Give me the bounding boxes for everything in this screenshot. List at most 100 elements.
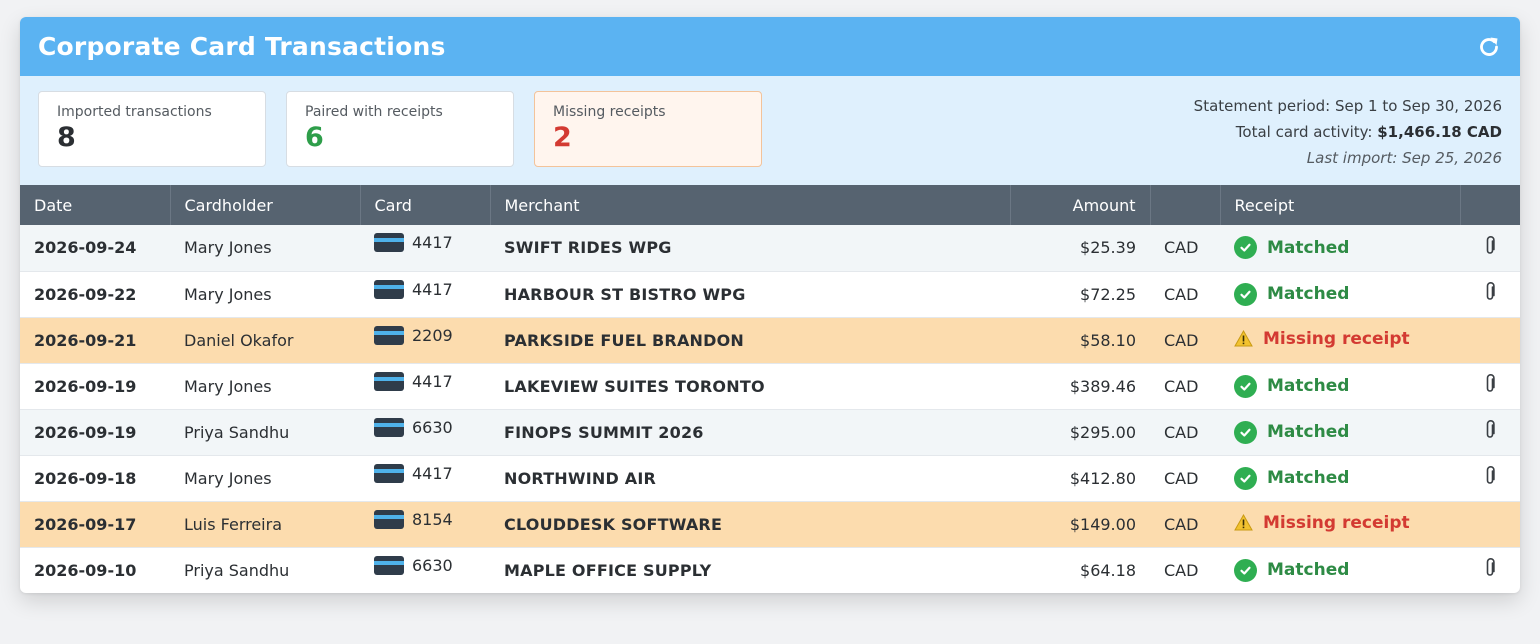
cell-merchant: MAPLE OFFICE SUPPLY (504, 560, 712, 580)
paired-stat-card: Paired with receipts 6 (286, 91, 514, 167)
cell-date: 2026-09-19 (34, 376, 137, 396)
cell-card: 2209 (360, 317, 490, 363)
col-currency (1150, 185, 1221, 225)
total-activity-value: $1,466.18 CAD (1377, 123, 1502, 141)
warning-icon (1234, 514, 1253, 531)
cell-cardholder: Priya Sandhu (184, 560, 290, 580)
credit-card-icon (374, 371, 404, 391)
col-card[interactable]: Card (360, 185, 491, 225)
table-row[interactable]: 2026-09-19 Mary Jones 4417 LAKEVIEW SUITES … (20, 363, 1520, 409)
cell-card: 4417 (360, 271, 490, 317)
missing-value: 2 (553, 122, 572, 153)
table-row[interactable]: 2026-09-17 Luis Ferreira 8154 CLOUDDESK SOF… (20, 501, 1520, 547)
cell-attachment (1460, 271, 1520, 317)
table-row[interactable]: 2026-09-19 Priya Sandhu 6630 FINOPS SUMMIT … (20, 409, 1520, 455)
cell-card: 4417 (360, 225, 490, 271)
cell-receipt[interactable]: Matched (1220, 271, 1460, 317)
panel-header: Corporate Card Transactions (20, 17, 1520, 76)
cell-date: 2026-09-24 (34, 238, 137, 258)
card-last4: 4417 (412, 463, 453, 483)
paperclip-icon[interactable] (1474, 420, 1506, 440)
total-activity: Total card activity: $1,466.18 CAD (1194, 119, 1502, 145)
receipt-status: Matched (1267, 422, 1350, 442)
refresh-icon[interactable] (1476, 34, 1502, 60)
summary-bar: Imported transactions 8 Paired with rece… (20, 76, 1520, 185)
cell-currency: CAD (1164, 422, 1199, 442)
cell-card: 8154 (360, 501, 490, 547)
cell-currency: CAD (1164, 560, 1199, 580)
cell-amount: $389.46 (1069, 376, 1136, 396)
cell-receipt[interactable]: Matched (1220, 409, 1460, 455)
col-amount[interactable]: Amount (1010, 185, 1151, 225)
cell-cardholder: Luis Ferreira (184, 514, 283, 534)
credit-card-icon (374, 325, 404, 345)
card-last4: 4417 (412, 371, 453, 391)
cell-merchant: PARKSIDE FUEL BRANDON (504, 330, 744, 350)
cell-attachment (1460, 409, 1520, 455)
check-circle-icon (1234, 236, 1257, 260)
paperclip-icon[interactable] (1474, 235, 1506, 256)
table-row[interactable]: 2026-09-18 Mary Jones 4417 NORTHWIND AIR $41… (20, 455, 1520, 501)
cell-amount: $149.00 (1069, 514, 1136, 534)
paperclip-icon[interactable] (1474, 374, 1506, 394)
cell-card: 6630 (360, 409, 490, 455)
cell-date: 2026-09-19 (34, 422, 137, 442)
cell-cardholder: Priya Sandhu (184, 422, 290, 442)
receipt-status: Matched (1267, 468, 1350, 488)
cell-attachment (1460, 317, 1520, 363)
cell-card: 4417 (360, 455, 490, 501)
cell-receipt[interactable]: Missing receipt (1220, 317, 1460, 363)
cell-merchant: FINOPS SUMMIT 2026 (504, 422, 704, 442)
cell-card: 4417 (360, 363, 490, 409)
card-last4: 4417 (412, 279, 453, 299)
table-row[interactable]: 2026-09-10 Priya Sandhu 6630 MAPLE OFFICE S… (20, 547, 1520, 593)
credit-card-icon (374, 463, 404, 483)
receipt-status: Matched (1267, 237, 1350, 258)
cell-cardholder: Mary Jones (184, 468, 272, 488)
paired-value: 6 (305, 122, 324, 153)
cell-receipt[interactable]: Matched (1220, 547, 1460, 593)
cell-date: 2026-09-21 (34, 330, 137, 350)
credit-card-icon (374, 279, 404, 299)
check-circle-icon (1234, 558, 1257, 582)
table-header: Date Cardholder Card Merchant Amount Rec… (20, 185, 1520, 225)
paperclip-icon[interactable] (1474, 558, 1506, 578)
receipt-status: Matched (1267, 376, 1350, 396)
check-circle-icon (1234, 282, 1257, 306)
receipt-status: Missing receipt (1263, 328, 1410, 349)
cell-attachment (1460, 547, 1520, 593)
col-receipt[interactable]: Receipt (1220, 185, 1461, 225)
transactions-panel: Corporate Card Transactions Imported tra… (20, 17, 1520, 593)
cell-date: 2026-09-22 (34, 284, 137, 304)
transactions-table: Date Cardholder Card Merchant Amount Rec… (20, 185, 1520, 593)
cell-currency: CAD (1164, 468, 1199, 488)
cell-amount: $25.39 (1080, 238, 1136, 258)
credit-card-icon (374, 233, 404, 253)
cell-merchant: LAKEVIEW SUITES TORONTO (504, 376, 765, 396)
paired-label: Paired with receipts (305, 104, 443, 120)
paperclip-icon[interactable] (1474, 282, 1506, 302)
table-row[interactable]: 2026-09-21 Daniel Okafor 2209 PARKSIDE FUEL… (20, 317, 1520, 363)
cell-date: 2026-09-17 (34, 514, 137, 534)
table-row[interactable]: 2026-09-22 Mary Jones 4417 HARBOUR ST BISTR… (20, 271, 1520, 317)
cell-currency: CAD (1164, 330, 1199, 350)
credit-card-icon (374, 417, 404, 437)
cell-receipt[interactable]: Matched (1220, 455, 1460, 501)
check-circle-icon (1234, 374, 1257, 398)
credit-card-icon (374, 555, 404, 575)
cell-receipt[interactable]: Missing receipt (1220, 501, 1460, 547)
col-merchant[interactable]: Merchant (490, 185, 1011, 225)
cell-amount: $412.80 (1069, 468, 1136, 488)
col-date[interactable]: Date (20, 185, 171, 225)
col-cardholder[interactable]: Cardholder (170, 185, 361, 225)
table-row[interactable]: 2026-09-24 Mary Jones 4417 SWIFT RIDES WPG $… (20, 225, 1520, 271)
cell-receipt[interactable]: Matched (1220, 363, 1460, 409)
paperclip-icon[interactable] (1474, 466, 1506, 486)
card-last4: 2209 (412, 325, 453, 345)
imported-stat-card: Imported transactions 8 (38, 91, 266, 167)
card-last4: 4417 (412, 233, 453, 253)
missing-stat-card: Missing receipts 2 (534, 91, 762, 167)
cell-card: 6630 (360, 547, 490, 593)
cell-currency: CAD (1164, 514, 1199, 534)
cell-receipt[interactable]: Matched (1220, 225, 1460, 271)
